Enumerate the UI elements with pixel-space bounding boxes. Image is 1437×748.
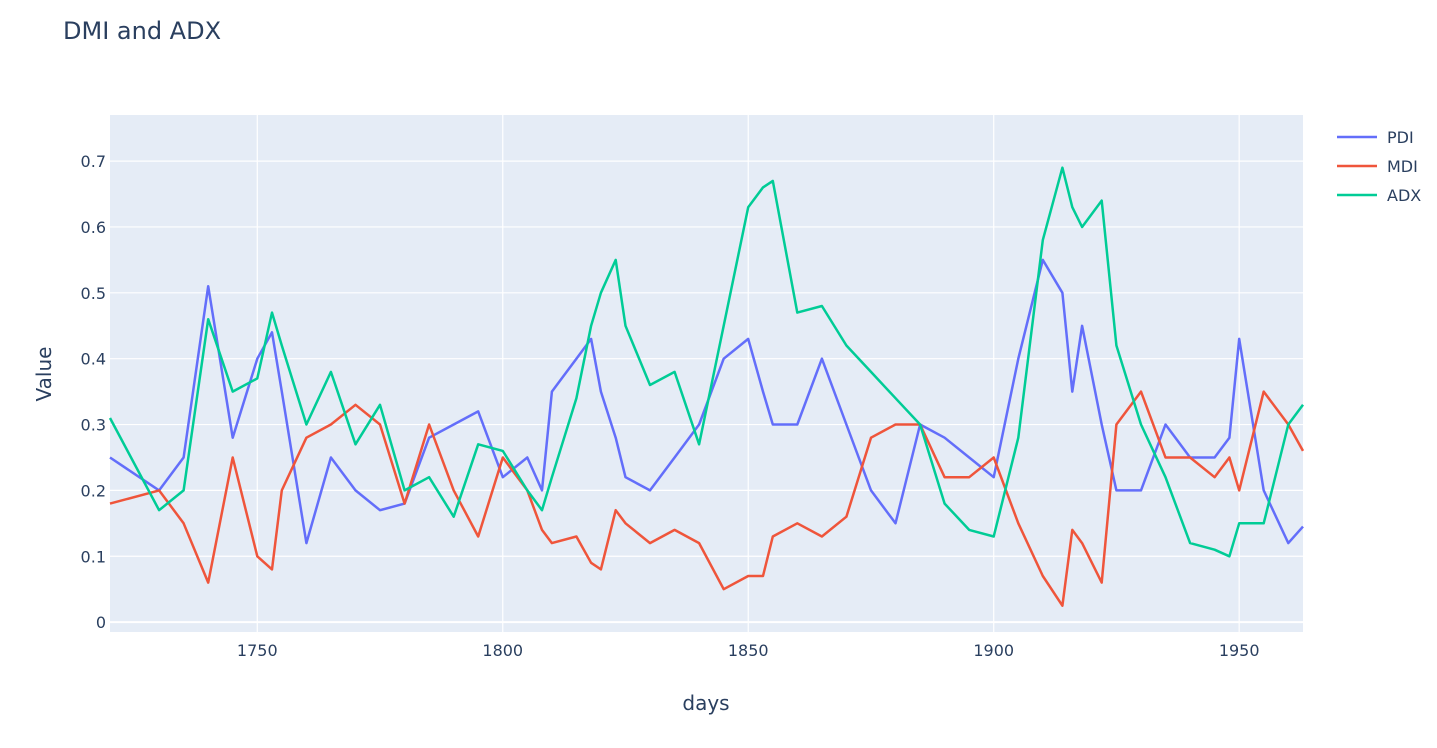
legend[interactable]: PDI MDI ADX: [1337, 128, 1421, 205]
y-tick-label: 0.5: [81, 284, 106, 303]
legend-label: PDI: [1387, 128, 1414, 147]
x-axis-label: days: [682, 691, 729, 715]
y-tick-label: 0.4: [81, 350, 106, 369]
legend-label: ADX: [1387, 186, 1421, 205]
x-tick-label: 1950: [1219, 641, 1260, 660]
x-tick-label: 1750: [237, 641, 278, 660]
x-tick-label: 1850: [728, 641, 769, 660]
y-tick-label: 0: [96, 613, 106, 632]
x-axis-ticks: 1750 1800 1850 1900 1950: [237, 641, 1260, 660]
y-tick-label: 0.7: [81, 152, 106, 171]
y-axis-ticks: 0 0.1 0.2 0.3 0.4 0.5 0.6 0.7: [81, 152, 106, 632]
x-tick-label: 1900: [973, 641, 1014, 660]
legend-label: MDI: [1387, 157, 1418, 176]
y-tick-label: 0.6: [81, 218, 106, 237]
y-tick-label: 0.2: [81, 481, 106, 500]
y-axis-label: Value: [32, 347, 56, 402]
chart-title: DMI and ADX: [63, 17, 221, 45]
legend-item-pdi[interactable]: PDI: [1337, 128, 1414, 147]
series-line-mdi: [109, 390, 1305, 607]
legend-item-mdi[interactable]: MDI: [1337, 157, 1418, 176]
x-tick-label: 1800: [482, 641, 523, 660]
series-lines: [108, 166, 1305, 607]
y-tick-label: 0.1: [81, 547, 106, 566]
y-tick-label: 0.3: [81, 416, 106, 435]
series-line-adx: [108, 166, 1305, 558]
legend-item-adx[interactable]: ADX: [1337, 186, 1421, 205]
